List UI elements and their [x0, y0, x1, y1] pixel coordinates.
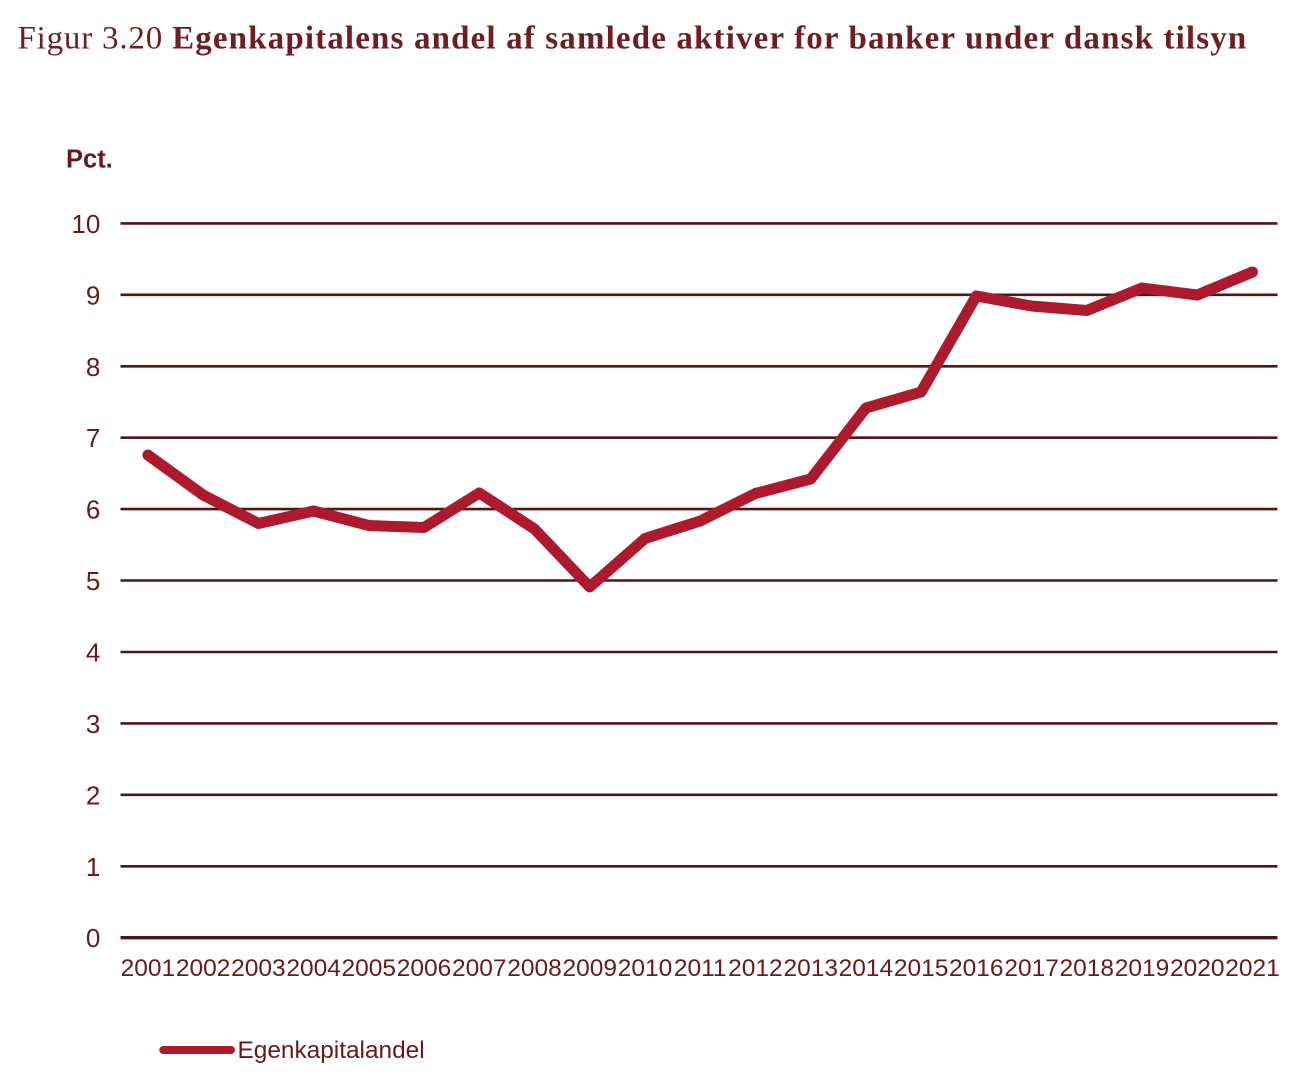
svg-text:2011: 2011: [674, 955, 727, 982]
svg-text:2021: 2021: [1225, 955, 1280, 982]
svg-text:0: 0: [86, 923, 100, 953]
svg-text:5: 5: [86, 566, 100, 596]
svg-text:7: 7: [86, 423, 100, 453]
svg-text:2017: 2017: [1004, 955, 1059, 982]
svg-text:2019: 2019: [1115, 955, 1170, 982]
svg-text:2013: 2013: [783, 955, 838, 982]
svg-text:2018: 2018: [1060, 955, 1115, 982]
svg-text:10: 10: [71, 209, 100, 239]
svg-text:2009: 2009: [562, 955, 617, 982]
svg-text:2014: 2014: [839, 955, 894, 982]
svg-text:2001: 2001: [121, 955, 176, 982]
svg-text:2007: 2007: [452, 955, 507, 982]
svg-text:1: 1: [86, 852, 100, 882]
svg-text:2002: 2002: [176, 955, 231, 982]
svg-text:Figur 3.20 Egenkapitalens ande: Figur 3.20 Egenkapitalens andel af samle…: [18, 21, 1248, 57]
svg-text:8: 8: [86, 352, 100, 382]
svg-text:2015: 2015: [894, 955, 949, 982]
svg-text:2: 2: [86, 780, 100, 810]
svg-text:2016: 2016: [949, 955, 1004, 982]
svg-text:Pct.: Pct.: [66, 146, 113, 174]
svg-text:2005: 2005: [342, 955, 397, 982]
svg-text:2020: 2020: [1170, 955, 1225, 982]
svg-text:2010: 2010: [618, 955, 673, 982]
svg-text:2003: 2003: [231, 955, 286, 982]
svg-text:2004: 2004: [286, 955, 341, 982]
svg-text:2008: 2008: [507, 955, 562, 982]
svg-text:2012: 2012: [728, 955, 783, 982]
svg-text:6: 6: [86, 495, 100, 525]
svg-text:3: 3: [86, 709, 100, 739]
svg-text:4: 4: [86, 638, 100, 668]
svg-text:9: 9: [86, 280, 100, 310]
svg-text:Egenkapitalandel: Egenkapitalandel: [238, 1037, 425, 1064]
svg-text:2006: 2006: [397, 955, 452, 982]
